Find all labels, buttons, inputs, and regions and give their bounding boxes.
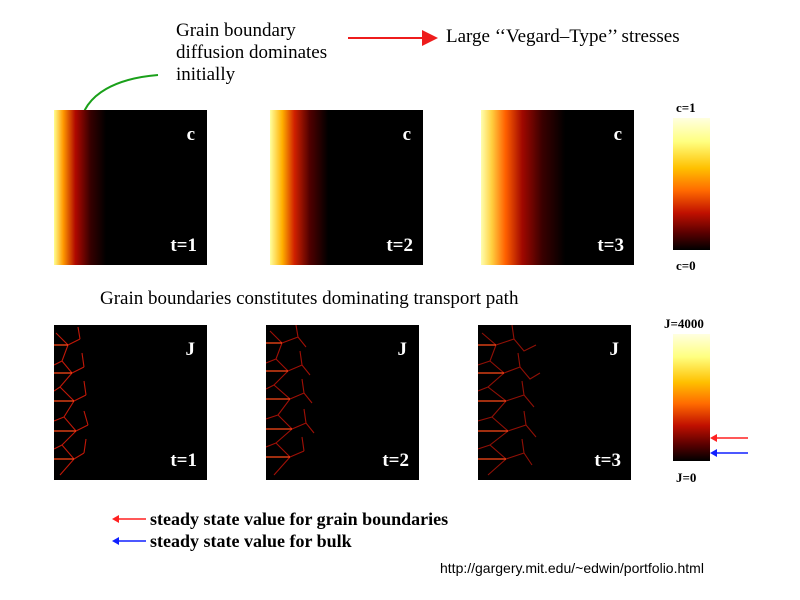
legend-arrow-grain-boundaries (112, 515, 146, 523)
variable-label: J (185, 339, 196, 360)
time-label: t=1 (170, 235, 197, 256)
flux-colorbar (673, 334, 710, 461)
concentration-panel-t1: c t=1 (54, 110, 207, 265)
concentration-colorbar-max: c=1 (676, 100, 696, 115)
colorbar-marker-arrows (710, 434, 748, 457)
legend-bulk: steady state value for bulk (150, 531, 352, 551)
variable-label: J (397, 339, 408, 360)
concentration-panel-t3: c t=3 (481, 110, 634, 265)
annotation-line-1: Grain boundary (176, 20, 296, 41)
time-label: t=3 (594, 450, 621, 471)
flux-colorbar-max: J=4000 (664, 316, 704, 331)
legend-arrows (112, 515, 146, 545)
annotation-line-3: initially (176, 64, 236, 85)
variable-label: J (609, 339, 620, 360)
variable-label: c (613, 124, 622, 145)
grain-boundary-marker-arrow (710, 434, 748, 442)
grain-boundary-annotation: Grain boundary diffusion dominates initi… (176, 20, 327, 86)
annotation-line-2: diffusion dominates (176, 42, 328, 63)
legend-grain-boundaries: steady state value for grain boundaries (150, 509, 449, 529)
grain-boundary-network (478, 325, 541, 476)
source-url: http://gargery.mit.edu/~edwin/portfolio.… (440, 560, 704, 576)
concentration-colorbar-min: c=0 (676, 258, 696, 273)
time-label: t=2 (386, 235, 413, 256)
vegard-stresses-annotation: Large ‘‘Vegard–Type’’ stresses (446, 26, 680, 47)
grain-boundary-network (266, 325, 315, 476)
time-label: t=3 (597, 235, 624, 256)
flux-panel-t1: J t=1 (54, 325, 207, 480)
bulk-marker-arrow (710, 449, 748, 457)
variable-label: c (402, 124, 411, 145)
concentration-colorbar (673, 118, 710, 250)
flux-panel-t2: J t=2 (266, 325, 419, 480)
concentration-panel-t2: c t=2 (270, 110, 423, 265)
section-caption: Grain boundaries constitutes dominating … (100, 288, 519, 309)
variable-label: c (186, 124, 195, 145)
flux-panel-t3: J t=3 (478, 325, 631, 480)
grain-boundary-network (54, 326, 89, 476)
flux-colorbar-min: J=0 (676, 470, 697, 485)
time-label: t=2 (382, 450, 409, 471)
legend-arrow-bulk (112, 537, 146, 545)
time-label: t=1 (170, 450, 197, 471)
